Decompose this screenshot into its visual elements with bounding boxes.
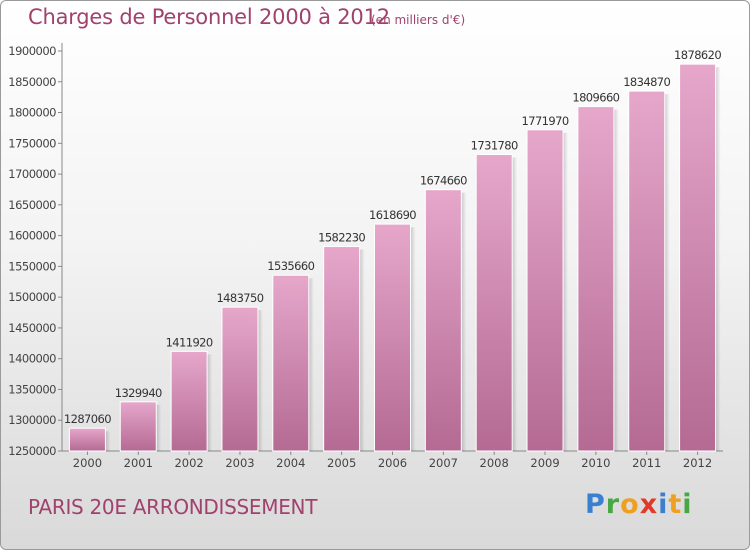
chart-subtitle: (en milliers d'€) xyxy=(371,13,466,27)
bar-value-label: 1287060 xyxy=(64,412,111,426)
bar-shadow xyxy=(512,157,518,451)
bar-value-label: 1329940 xyxy=(115,386,162,400)
bar-shadow xyxy=(410,227,416,451)
bar-2007 xyxy=(424,189,462,452)
x-tick-label: 2003 xyxy=(225,456,254,470)
x-tick-label: 2001 xyxy=(124,456,153,470)
y-tick-label: 1450000 xyxy=(8,321,56,335)
bar-2005 xyxy=(323,246,361,452)
y-tick-label: 1350000 xyxy=(8,382,56,396)
bar-shadow xyxy=(156,404,162,451)
bar-shadow xyxy=(715,67,721,451)
y-tick-label: 1750000 xyxy=(8,136,56,150)
logo-letter: x xyxy=(639,489,659,520)
y-tick-label: 1650000 xyxy=(8,198,56,212)
bar-value-label: 1411920 xyxy=(166,335,213,349)
y-tick-label: 1500000 xyxy=(8,290,56,304)
x-tick-label: 2000 xyxy=(73,456,102,470)
bar-value-label: 1809660 xyxy=(572,91,619,105)
proxiti-logo: Proxiti xyxy=(585,489,693,520)
x-tick-label: 2009 xyxy=(530,456,559,470)
bar-value-label: 1618690 xyxy=(369,208,416,222)
bar-shadow xyxy=(308,278,314,451)
x-tick-label: 2005 xyxy=(327,456,356,470)
bar-2002 xyxy=(170,350,208,452)
bar-value-label: 1483750 xyxy=(216,291,263,305)
bar-value-label: 1878620 xyxy=(674,48,721,62)
bar-shadow xyxy=(664,94,670,451)
y-tick-label: 1550000 xyxy=(8,259,56,273)
x-tick-label: 2008 xyxy=(480,456,509,470)
x-tick-label: 2010 xyxy=(581,456,610,470)
y-tick-label: 1800000 xyxy=(8,106,56,120)
logo-letter: o xyxy=(620,489,640,520)
bar-value-label: 1582230 xyxy=(318,231,365,245)
bar-shadow xyxy=(461,192,467,451)
bar-shadow xyxy=(257,310,263,451)
bar-value-label: 1535660 xyxy=(267,259,314,273)
location-label: PARIS 20E ARRONDISSEMENT xyxy=(28,495,318,519)
bar-value-label: 1731780 xyxy=(471,139,518,153)
y-tick-label: 1900000 xyxy=(8,44,56,58)
x-tick-label: 2011 xyxy=(632,456,661,470)
logo-letter: i xyxy=(682,489,693,520)
x-tick-label: 2007 xyxy=(429,456,458,470)
bar-2006 xyxy=(374,223,411,452)
bar-2003 xyxy=(221,306,259,452)
y-tick-label: 1850000 xyxy=(8,75,56,89)
bar-shadow xyxy=(563,132,569,451)
bar-shadow xyxy=(359,249,365,451)
bar-shadow xyxy=(207,354,213,451)
bar-2010 xyxy=(577,106,615,452)
bar-2011 xyxy=(628,90,666,452)
logo-letter: t xyxy=(668,489,683,520)
y-tick-label: 1600000 xyxy=(8,229,56,243)
x-tick-label: 2002 xyxy=(174,456,203,470)
bar-2004 xyxy=(272,274,310,452)
bar-value-label: 1771970 xyxy=(522,114,569,128)
chart-title: Charges de Personnel 2000 à 2012 xyxy=(28,5,390,29)
x-tick-label: 2006 xyxy=(378,456,407,470)
x-tick-label: 2004 xyxy=(276,456,305,470)
bar-2008 xyxy=(475,154,513,452)
bar-2009 xyxy=(526,129,564,452)
x-tick-label: 2012 xyxy=(683,456,712,470)
y-tick-label: 1400000 xyxy=(8,352,56,366)
bar-value-label: 1834870 xyxy=(623,75,670,89)
logo-letter: P xyxy=(585,489,606,520)
logo-letter: i xyxy=(658,489,669,520)
y-tick-label: 1700000 xyxy=(8,167,56,181)
logo-letter: r xyxy=(605,489,621,520)
y-tick-label: 1300000 xyxy=(8,413,56,427)
bar-shadow xyxy=(105,431,111,451)
bar-2000 xyxy=(68,427,106,452)
bar-shadow xyxy=(613,109,619,452)
bar-2012 xyxy=(679,63,717,452)
y-tick-label: 1250000 xyxy=(8,444,56,458)
bar-value-label: 1674660 xyxy=(420,174,467,188)
bar-2001 xyxy=(119,401,157,452)
